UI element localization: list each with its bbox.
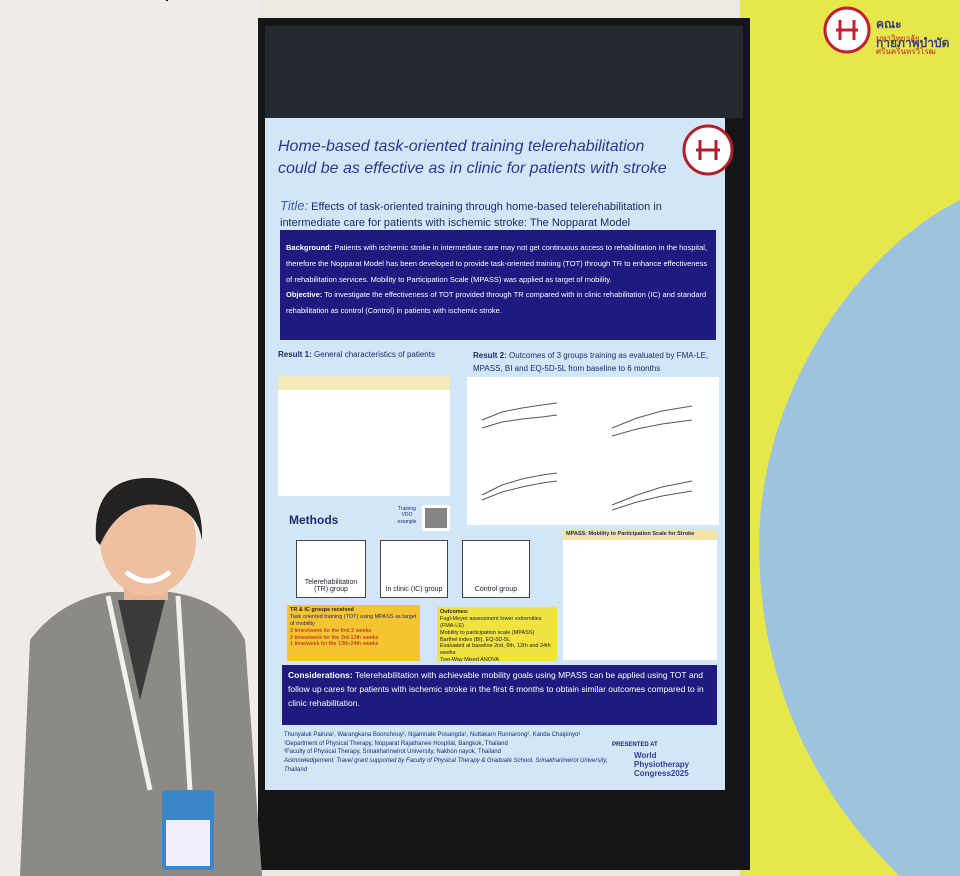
result1-label: Result 1: — [278, 350, 312, 359]
protocol: 3 times/week for the first 2 weeks — [290, 627, 372, 634]
objective-label: Objective: — [286, 290, 323, 300]
affiliation: ²Faculty of Physical Therapy, Srinakhari… — [284, 749, 501, 756]
protocol: 1 time/week for the 13th-24th weeks — [290, 641, 379, 648]
result2-label: Result 2: — [473, 351, 507, 360]
group-box: Telerehabilitation (TR) group — [296, 540, 366, 598]
logo-university: มหาวิทยาลัยศรีนครินทรวิโรฒ — [876, 34, 936, 56]
protocol: 2 times/week for the 3rd-12th weeks — [290, 634, 379, 641]
methods-heading: Methods — [289, 513, 339, 527]
congress: Physiotherapy — [634, 759, 690, 769]
protocol: TR & IC groups received — [290, 607, 354, 613]
title-label: Title: — [280, 198, 309, 213]
considerations-label: Considerations: — [288, 670, 353, 680]
background-label: Background: — [286, 243, 333, 252]
congress: World — [634, 751, 657, 760]
group-box: Control group — [462, 540, 530, 598]
title: Effects of task-oriented training throug… — [280, 201, 662, 229]
presented-at: PRESENTED AT — [612, 742, 658, 748]
affiliation: ¹Department of Physical Therapy, Noppara… — [284, 740, 508, 747]
authors: Thunyaluk Pairula¹, Warangkana Boonchouy… — [284, 732, 581, 738]
headline: Home-based task-oriented training telere… — [278, 138, 667, 178]
protocol: Task oriented training (TOT) using MPASS… — [290, 613, 417, 627]
training-vdo: Training VDO example — [397, 506, 417, 525]
outcomes-label: Outcomes: — [440, 609, 469, 615]
outcome: Evaluated at baseline 2nd, 6th, 12th and… — [440, 643, 551, 657]
objective: To investigate the effectiveness of TOT … — [286, 290, 707, 315]
logo-name: คณะกายภาพบำบัด — [876, 17, 950, 50]
background: Patients with ischemic stroke in interme… — [286, 243, 708, 284]
outcome: Two-Way Mixed ANOVA — [440, 657, 499, 664]
mpass-title: MPASS: Mobility to Participation Scale f… — [566, 531, 695, 537]
outcome: Barthel index (BI), EQ-5D-5L — [440, 636, 511, 643]
group-box: In clinic (IC) group — [380, 540, 448, 598]
outcome: Mobility to participation scale (MPASS) — [440, 629, 535, 636]
considerations: Telerehabilitation with achievable mobil… — [288, 670, 704, 709]
acknowledgement: Acknowledgement: Travel grant supported … — [284, 758, 608, 773]
result1: General characteristics of patients — [314, 350, 435, 359]
result2: Outcomes of 3 groups training as evaluat… — [473, 351, 709, 373]
congress: Congress2025 — [634, 768, 689, 778]
outcome: Fugl-Meyer assessment lower extremities … — [440, 615, 542, 629]
